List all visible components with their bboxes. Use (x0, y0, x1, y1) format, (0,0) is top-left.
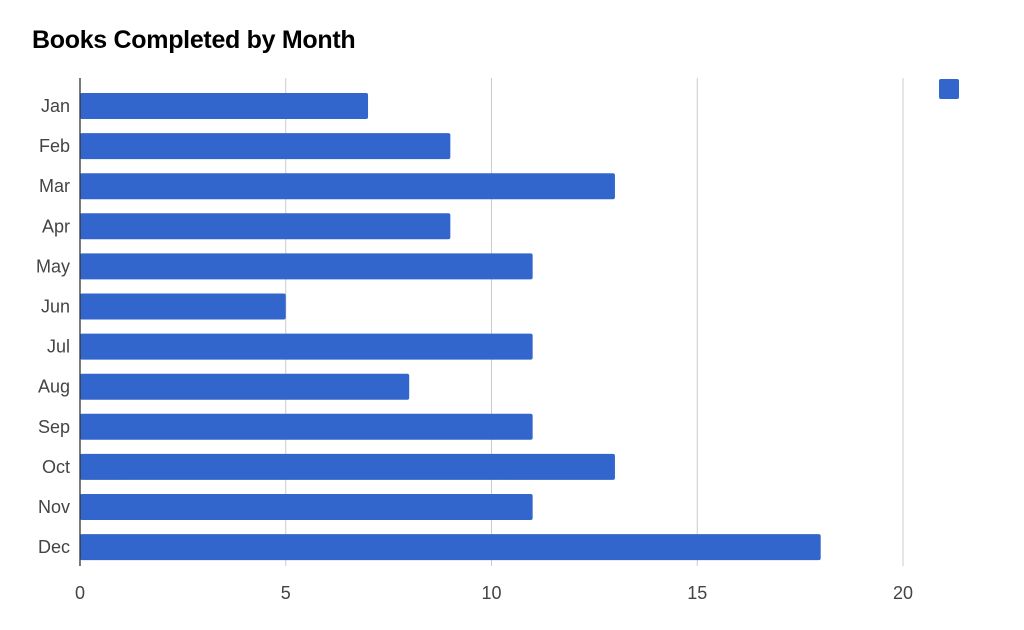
bar-jan[interactable] (80, 93, 369, 119)
bar-mar[interactable] (80, 173, 615, 200)
y-tick-label: Oct (42, 457, 70, 477)
x-tick-label: 10 (481, 583, 501, 603)
bar-feb[interactable] (80, 133, 451, 160)
y-tick-label: Jul (47, 337, 70, 357)
bar-jul[interactable] (80, 333, 533, 360)
y-tick-label: Aug (38, 377, 70, 397)
x-tick-label: 0 (75, 583, 85, 603)
y-tick-label: Jan (41, 96, 70, 116)
bar-may[interactable] (80, 253, 533, 280)
gridlines (285, 78, 904, 566)
legend-swatch (939, 79, 959, 99)
y-tick-label: Jun (41, 297, 70, 317)
y-tick-label: Dec (38, 537, 70, 557)
bar-oct[interactable] (80, 453, 615, 480)
x-tick-label: 5 (281, 583, 291, 603)
x-tick-labels: 0 5 10 15 20 (75, 583, 913, 603)
x-tick-label: 20 (893, 583, 913, 603)
bar-sep[interactable] (80, 413, 533, 440)
bar-dec[interactable] (80, 534, 821, 561)
bar-apr[interactable] (80, 213, 451, 240)
y-tick-label: Nov (38, 497, 70, 517)
y-tick-labels: Jan Feb Mar Apr May Jun Jul Aug Sep Oct Nov Dec (36, 96, 70, 557)
chart-title: Books Completed by Month (32, 26, 356, 54)
legend (939, 79, 959, 99)
y-tick-label: Mar (39, 176, 70, 196)
x-tick-label: 15 (687, 583, 707, 603)
y-tick-label: May (36, 256, 70, 276)
bar-jun[interactable] (80, 293, 286, 320)
bar-nov[interactable] (80, 494, 533, 520)
y-tick-label: Sep (38, 417, 70, 437)
bars (80, 93, 821, 561)
y-tick-label: Feb (39, 136, 70, 156)
bar-aug[interactable] (80, 373, 410, 400)
y-tick-label: Apr (42, 216, 70, 236)
